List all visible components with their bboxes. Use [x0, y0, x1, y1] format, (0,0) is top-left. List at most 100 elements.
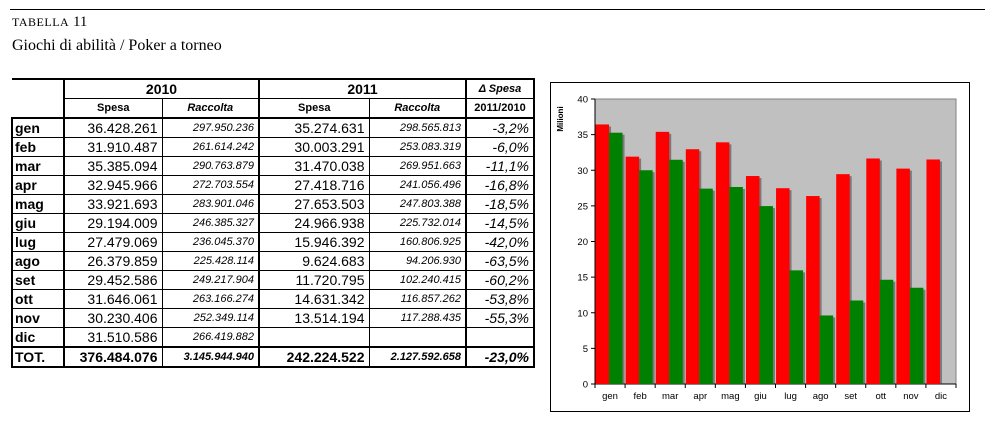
- spesa-2011-cell: 13.514.194: [258, 308, 370, 328]
- x-tick-label: ott: [876, 391, 887, 402]
- spesa-2010-cell: 29.194.009: [63, 213, 163, 233]
- table-row: mar 35.385.094 290.763.879 31.470.038 269.95…: [11, 156, 535, 176]
- raccolta-2011-cell: 116.857.262: [368, 289, 467, 309]
- bar-2010: [595, 124, 610, 384]
- month-cell: mar: [11, 156, 65, 176]
- x-tick-label: lug: [784, 391, 797, 402]
- raccolta-2010-cell: 283.901.046: [161, 194, 260, 214]
- delta-cell: [465, 327, 535, 348]
- spesa-2011-cell: 35.274.631: [258, 117, 370, 138]
- header-raccolta-2010: Raccolta: [161, 98, 260, 119]
- header-row-columns: Spesa Raccolta Spesa Raccolta 2011/2010: [12, 98, 535, 119]
- bar-2011: [729, 186, 743, 384]
- y-tick-label: 20: [577, 237, 588, 248]
- delta-cell: -16,8%: [465, 175, 535, 195]
- spesa-2011-cell: 31.470.038: [258, 156, 370, 176]
- raccolta-2010-cell: 261.614.242: [161, 137, 260, 157]
- spesa-2011-cell: 9.624.683: [258, 251, 370, 271]
- x-tick-label: apr: [693, 391, 707, 402]
- total-row: TOT. 376.484.076 3.145.944.940 242.224.522 2…: [11, 346, 535, 368]
- spesa-2010-cell: 29.452.586: [63, 270, 163, 290]
- table-row: nov 30.230.406 252.349.114 13.514.194 117.28…: [11, 308, 535, 328]
- total-label-cell: TOT.: [11, 346, 65, 368]
- raccolta-2010-cell: 252.349.114: [161, 308, 260, 328]
- bar-2011: [639, 170, 653, 384]
- delta-cell: -53,8%: [465, 289, 535, 309]
- bar-chart: 0 5 10 15 20 25 30 35 40 Milioni gen feb mar apr mag gi…: [550, 82, 970, 412]
- header-year-2011: 2011: [258, 78, 467, 99]
- bar-2010: [896, 168, 910, 384]
- bar-2010: [715, 142, 730, 384]
- raccolta-2011-cell: 102.240.415: [368, 270, 467, 290]
- raccolta-2011-cell: [368, 327, 467, 348]
- bar-2010: [866, 158, 880, 384]
- table-row: dic 31.510.586 266.419.882: [11, 327, 535, 348]
- header-year-2010: 2010: [63, 78, 260, 99]
- header-raccolta-2011: Raccolta: [368, 98, 467, 119]
- header-blank: [12, 98, 64, 119]
- bar-2011: [669, 159, 683, 384]
- raccolta-2011-cell: 94.206.930: [368, 251, 467, 271]
- bar-2011: [759, 206, 773, 384]
- raccolta-2011-cell: 160.806.925: [368, 232, 467, 252]
- raccolta-2011-cell: 117.288.435: [368, 308, 467, 328]
- total-delta-cell: -23,0%: [465, 346, 535, 368]
- spesa-2010-cell: 31.510.586: [63, 327, 163, 348]
- header-spesa-2011: Spesa: [258, 98, 370, 119]
- bar-2010: [685, 149, 700, 384]
- plot-area: [594, 98, 957, 385]
- total-raccolta-2011-cell: 2.127.592.658: [368, 346, 467, 368]
- spesa-2011-cell: 27.418.716: [258, 175, 370, 195]
- table-row: set 29.452.586 249.217.904 11.720.795 102.24…: [11, 270, 535, 290]
- raccolta-2010-cell: 297.950.236: [161, 117, 260, 138]
- raccolta-2011-cell: 269.951.663: [368, 156, 467, 176]
- spesa-2011-cell: 15.946.392: [258, 232, 370, 252]
- data-table: 2010 2011 Δ Spesa Spesa Raccolta Spesa R…: [11, 78, 535, 368]
- raccolta-2010-cell: 266.419.882: [161, 327, 260, 348]
- raccolta-2010-cell: 249.217.904: [161, 270, 260, 290]
- y-tick-label: 30: [577, 166, 588, 177]
- header-spesa-2010: Spesa: [63, 98, 163, 119]
- bar-2010: [926, 159, 940, 384]
- spesa-2011-cell: 14.631.342: [258, 289, 370, 309]
- y-tick-label: 40: [577, 95, 588, 106]
- bar-2011: [909, 287, 924, 384]
- bar-2011: [609, 132, 623, 384]
- table-row: apr 32.945.966 272.703.554 27.418.716 241.05…: [11, 175, 535, 195]
- x-tick-label: ago: [813, 391, 829, 402]
- raccolta-2011-cell: 253.083.319: [368, 137, 467, 157]
- chart-svg: 0 5 10 15 20 25 30 35 40 Milioni gen feb mar apr mag gi…: [556, 95, 957, 402]
- x-tick-label: nov: [903, 391, 919, 402]
- top-rule: [10, 9, 985, 10]
- bar-2010: [625, 156, 640, 384]
- spesa-2010-cell: 31.910.487: [63, 137, 163, 157]
- table-number-label: TABELLA 11: [12, 14, 87, 31]
- delta-cell: -42,0%: [465, 232, 535, 252]
- y-tick-label: 5: [583, 344, 588, 355]
- bar-2011: [819, 315, 834, 384]
- header-blank: [12, 78, 64, 99]
- y-tick-label: 0: [583, 380, 588, 391]
- bar-2011: [699, 188, 713, 384]
- table-row: ott 31.646.061 263.166.274 14.631.342 116.85…: [11, 289, 535, 309]
- raccolta-2011-cell: 241.056.496: [368, 175, 467, 195]
- spesa-2010-cell: 30.230.406: [63, 308, 163, 328]
- month-cell: dic: [11, 327, 65, 348]
- raccolta-2011-cell: 225.732.014: [368, 213, 467, 233]
- raccolta-2010-cell: 246.385.327: [161, 213, 260, 233]
- table-number: 11: [72, 14, 88, 30]
- table-row: ago 26.379.859 225.428.114 9.624.683 94.206.…: [11, 251, 535, 271]
- y-tick-label: 10: [577, 308, 588, 319]
- delta-cell: -3,2%: [465, 117, 535, 138]
- x-tick-label: dic: [935, 391, 947, 402]
- table-row: gen 36.428.261 297.950.236 35.274.631 298.56…: [11, 117, 535, 138]
- total-raccolta-2010-cell: 3.145.944.940: [161, 346, 260, 368]
- month-cell: giu: [11, 213, 65, 233]
- month-cell: set: [11, 270, 65, 290]
- delta-cell: -63,5%: [465, 251, 535, 271]
- table-row: mag 33.921.693 283.901.046 27.653.503 247.80…: [11, 194, 535, 214]
- delta-cell: -6,0%: [465, 137, 535, 157]
- x-tick-label: mag: [721, 391, 739, 402]
- delta-cell: -11,1%: [465, 156, 535, 176]
- header-delta: Δ Spesa: [465, 78, 535, 99]
